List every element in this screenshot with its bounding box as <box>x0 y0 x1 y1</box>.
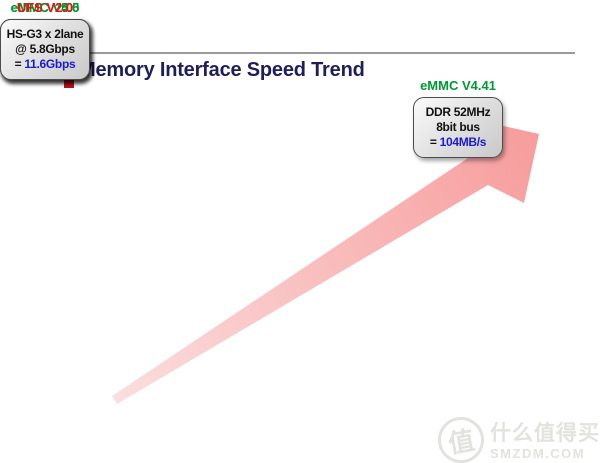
step-ufs-v20-g3: UFS V2.0 HS-G3 x 2lane @ 5.8Gbps = 11.6G… <box>0 0 90 80</box>
trend-arrow-shape <box>112 118 539 404</box>
step-label: eMMC V4.41 <box>420 78 496 93</box>
step-label: eMMC V5.0 <box>10 0 80 15</box>
step-value: 104MB/s <box>439 135 487 149</box>
step-line2: @ 5.8Gbps <box>15 42 75 56</box>
smzdm-logo-icon: 值 <box>434 413 488 463</box>
step-line2: 8bit bus <box>436 120 480 134</box>
equals-sign: = <box>429 135 440 149</box>
title-bullet-icon <box>64 79 74 88</box>
watermark-site-name: 什么值得买 <box>490 422 600 445</box>
equals-sign: = <box>14 57 25 71</box>
watermark: 值 什么值得买 SMZDM.COM <box>434 413 600 463</box>
step-value-line: = 11.6Gbps <box>1 57 89 72</box>
step-label: eMMC V4.5 <box>10 0 80 15</box>
step-line1: DDR 52MHz <box>425 105 491 119</box>
step-label: UFS V2.0 <box>16 0 74 15</box>
title-rule <box>60 52 575 54</box>
page-title: Memory Interface Speed Trend <box>79 59 365 81</box>
step-label: UFS V2.0 <box>16 0 74 15</box>
step-box: DDR 52MHz 8bit bus = 104MB/s <box>413 97 503 158</box>
watermark-text: 什么值得买 SMZDM.COM <box>490 413 600 460</box>
step-emmc-v441: eMMC V4.41 DDR 52MHz 8bit bus = 104MB/s <box>413 78 503 158</box>
step-value: 11.6Gbps <box>24 57 76 71</box>
step-line1: HS-G3 x 2lane <box>6 27 84 41</box>
watermark-site-domain: SMZDM.COM <box>490 446 586 461</box>
step-box: HS-G3 x 2lane @ 5.8Gbps = 11.6Gbps <box>0 19 90 80</box>
step-value-line: = 104MB/s <box>414 135 502 150</box>
